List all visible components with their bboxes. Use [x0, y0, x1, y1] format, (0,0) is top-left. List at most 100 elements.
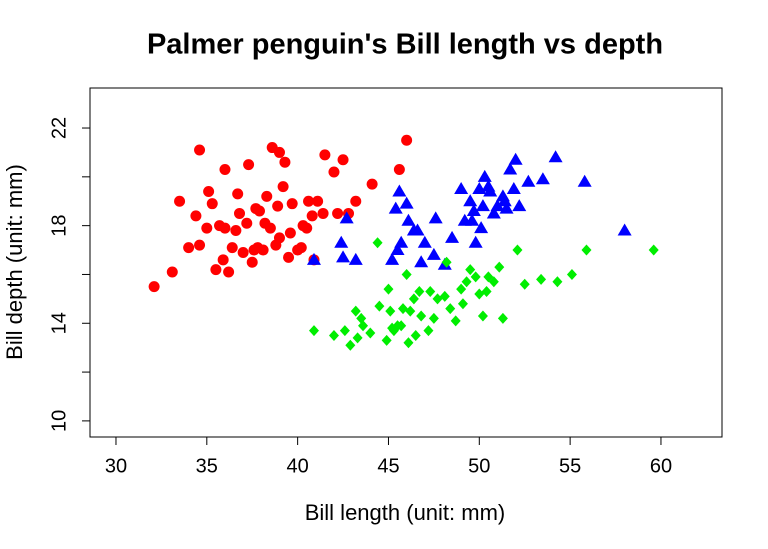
- point: [301, 222, 313, 234]
- point: [450, 315, 461, 327]
- point: [463, 194, 478, 207]
- point: [474, 221, 489, 234]
- point: [441, 256, 452, 268]
- point: [337, 154, 349, 166]
- point: [328, 166, 340, 178]
- point: [246, 256, 258, 268]
- point: [339, 325, 350, 337]
- point: [345, 339, 356, 351]
- point: [385, 252, 400, 265]
- point: [426, 247, 441, 260]
- point: [581, 244, 592, 256]
- point: [465, 264, 476, 276]
- point: [374, 300, 385, 312]
- point: [358, 320, 369, 332]
- point: [284, 227, 296, 239]
- point: [317, 207, 329, 219]
- y-axis-label: Bill depth (unit: mm): [2, 164, 27, 360]
- point: [536, 273, 547, 285]
- point: [253, 205, 265, 217]
- x-tick-label: 55: [559, 455, 581, 477]
- point: [390, 243, 405, 256]
- point: [272, 200, 284, 212]
- point: [398, 303, 409, 315]
- point: [312, 195, 324, 207]
- point: [425, 286, 436, 298]
- point: [445, 230, 460, 243]
- point: [519, 278, 530, 290]
- point: [217, 254, 229, 266]
- point: [394, 235, 409, 248]
- point: [477, 169, 492, 182]
- point: [201, 222, 213, 234]
- point: [428, 312, 439, 324]
- point: [535, 172, 550, 185]
- point: [552, 276, 563, 288]
- point: [277, 181, 289, 193]
- point: [428, 211, 443, 224]
- plot-frame: [89, 87, 723, 438]
- point: [401, 213, 416, 226]
- point: [273, 232, 285, 244]
- point: [506, 182, 521, 195]
- point: [403, 337, 414, 349]
- point: [401, 134, 413, 146]
- point: [423, 325, 434, 337]
- point: [577, 174, 592, 187]
- point: [439, 290, 450, 302]
- point: [194, 144, 206, 156]
- point: [306, 252, 321, 265]
- point: [414, 286, 425, 298]
- x-axis-label: Bill length (unit: mm): [305, 500, 506, 525]
- point: [521, 174, 536, 187]
- y-tick-label: 22: [48, 117, 70, 139]
- point: [223, 266, 235, 278]
- point: [494, 261, 505, 273]
- point: [279, 156, 291, 168]
- point: [264, 222, 276, 234]
- point: [408, 293, 419, 305]
- point: [410, 329, 421, 341]
- point: [350, 195, 362, 207]
- point: [432, 293, 443, 305]
- point: [392, 184, 407, 197]
- point: [475, 199, 490, 212]
- point: [210, 264, 222, 276]
- x-tick-label: 45: [377, 455, 399, 477]
- point: [219, 222, 231, 234]
- point: [308, 325, 319, 337]
- point: [417, 235, 432, 248]
- point: [508, 152, 523, 165]
- point: [393, 164, 405, 176]
- point: [486, 206, 501, 219]
- point: [234, 207, 246, 219]
- point: [232, 188, 244, 200]
- x-tick-label: 40: [287, 455, 309, 477]
- point: [219, 164, 231, 176]
- point: [243, 159, 255, 171]
- point: [456, 283, 467, 295]
- point: [416, 310, 427, 322]
- point: [512, 199, 527, 212]
- x-tick-label: 35: [196, 455, 218, 477]
- point: [283, 251, 295, 263]
- point: [503, 162, 518, 175]
- point: [396, 320, 407, 332]
- point: [336, 250, 351, 263]
- point: [372, 237, 383, 249]
- point: [226, 242, 238, 254]
- point: [405, 305, 416, 317]
- point: [414, 255, 429, 268]
- point: [385, 305, 396, 317]
- point: [548, 150, 563, 163]
- point: [474, 288, 485, 300]
- point: [295, 242, 307, 254]
- point: [388, 201, 403, 214]
- point: [399, 196, 414, 209]
- point: [481, 286, 492, 298]
- point: [241, 217, 253, 229]
- point: [497, 194, 512, 207]
- x-tick-label: 50: [468, 455, 490, 477]
- point: [286, 198, 298, 210]
